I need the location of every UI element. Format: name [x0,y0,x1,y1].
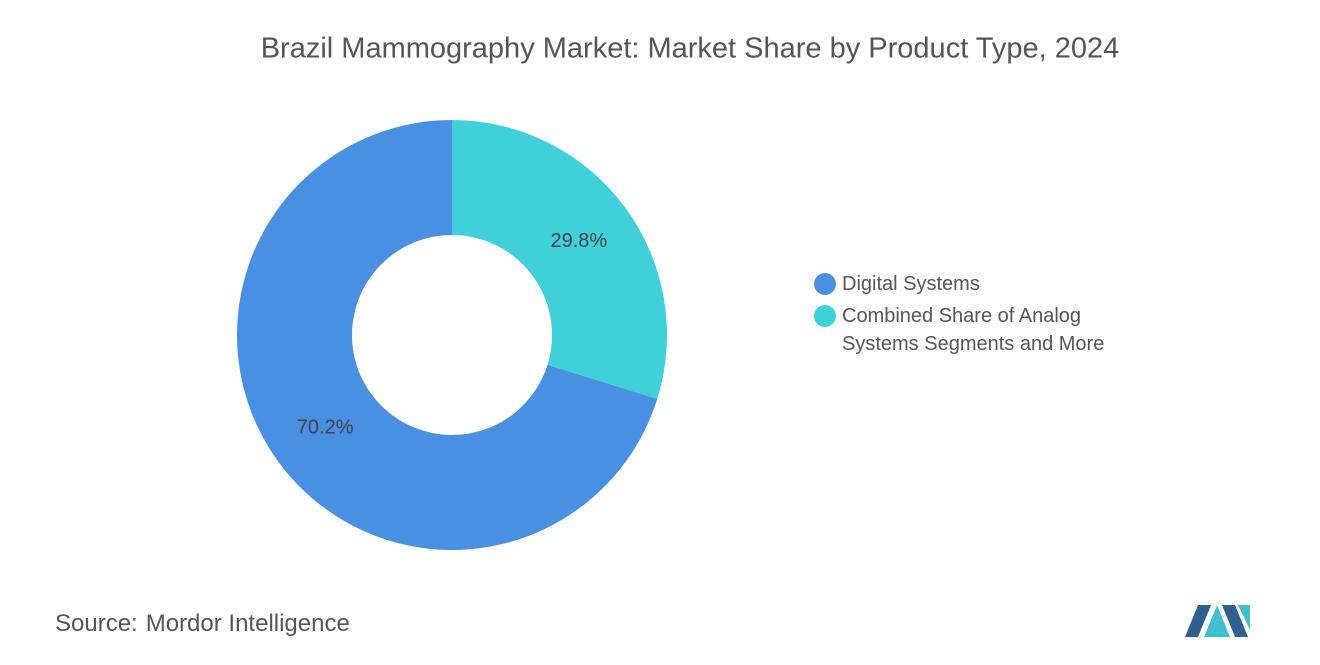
legend-label: Combined Share of Analog Systems Segment… [842,305,1105,355]
legend-label: Digital Systems [842,273,980,295]
source-label: Source: [55,610,138,637]
source-text: Mordor Intelligence [145,610,350,637]
donut-slice [237,120,658,550]
legend-item: Combined Share of Analog Systems Segment… [814,302,1144,358]
chart-title: Brazil Mammography Market: Market Share … [261,33,1120,65]
legend: Digital Systems Combined Share of Analog … [814,270,1144,362]
data-label: 29.8% [550,230,607,252]
donut-slice [452,120,667,399]
logo [1185,605,1250,637]
legend-swatch [814,305,836,327]
source: Source: Mordor Intelligence [55,610,350,638]
legend-item: Digital Systems [814,270,1144,298]
data-label: 70.2% [297,417,354,439]
legend-swatch [814,273,836,295]
